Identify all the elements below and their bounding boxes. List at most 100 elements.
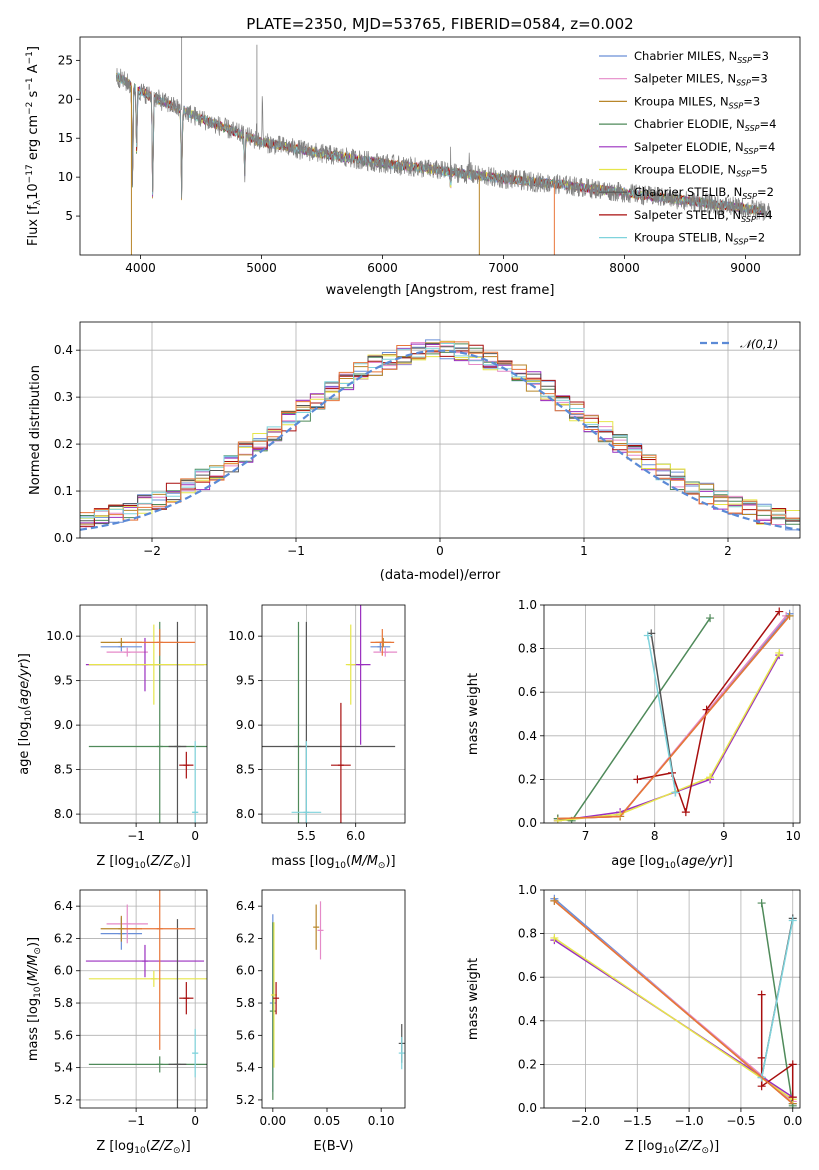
label-part: ] bbox=[26, 46, 41, 51]
y-tick-label: 0.6 bbox=[518, 685, 537, 699]
label-part: Z/Z bbox=[678, 1139, 702, 1154]
x-tick-label: 7 bbox=[582, 829, 590, 843]
y-tick-label: 5.8 bbox=[54, 996, 73, 1010]
x-axis-label: Z [log10(Z/Z⊙)] bbox=[625, 1139, 719, 1156]
weight-marker bbox=[706, 773, 715, 782]
label-part: 10 bbox=[663, 1146, 675, 1156]
label-part: age/yr bbox=[681, 854, 724, 869]
axes-weight-vs-Z: −2.0 −1.5 −1.0 −0.5 0.0 0.0 0.2 0.4 0.6 0.8 1.0 Z [… bbox=[466, 883, 802, 1156]
label-part: =4 bbox=[756, 208, 773, 222]
x-tick-label: 0.10 bbox=[368, 1114, 395, 1128]
y-axis-label: mass [log10(M/M⊙)] bbox=[26, 937, 43, 1061]
y-tick-label: 6.2 bbox=[54, 931, 73, 945]
x-tick-label: 0.05 bbox=[314, 1114, 341, 1128]
label-part: ( bbox=[146, 854, 151, 869]
axes-frame bbox=[261, 889, 406, 1109]
y-tick-label: 0.6 bbox=[518, 970, 537, 984]
y-tick-label: 5.2 bbox=[54, 1093, 73, 1107]
spectrum-title: PLATE=2350, MJD=53765, FIBERID=0584, z=0… bbox=[246, 15, 633, 33]
x-tick-label: 0.00 bbox=[259, 1114, 286, 1128]
weight-marker bbox=[757, 1082, 766, 1091]
y-tick-label: 10.0 bbox=[46, 629, 73, 643]
label-part: 10 bbox=[335, 861, 347, 871]
label-part: =3 bbox=[751, 72, 768, 86]
plot-area-residuals bbox=[80, 339, 800, 531]
x-axis-label: age [log10(age/yr)] bbox=[611, 854, 733, 871]
legend-label: Chabrier MILES, NSSP=3 bbox=[634, 49, 769, 65]
label-part: mass [log bbox=[271, 854, 334, 869]
label-part: erg cm bbox=[26, 115, 41, 164]
label-part: ( bbox=[674, 1139, 679, 1154]
y-tick-label: 0.4 bbox=[518, 1014, 537, 1028]
label-part: SSP bbox=[745, 124, 760, 133]
label-part: Salpeter MILES, N bbox=[634, 72, 736, 86]
label-part: =4 bbox=[760, 117, 777, 131]
weight-marker bbox=[550, 896, 559, 905]
plot-area-weight-vs-age bbox=[553, 607, 794, 823]
label-part: ( bbox=[26, 981, 41, 986]
label-part: )] bbox=[181, 854, 191, 869]
y-tick-label: 0.8 bbox=[518, 642, 537, 656]
weight-marker bbox=[671, 788, 680, 797]
x-tick-label: 0 bbox=[191, 1114, 199, 1128]
y-tick-label: 0.3 bbox=[54, 390, 73, 404]
legend-label: Kroupa STELIB, NSSP=2 bbox=[634, 231, 765, 247]
y-tick-label: 25 bbox=[58, 53, 73, 67]
y-tick-label: 6.0 bbox=[54, 964, 73, 978]
y-tick-label: 0.1 bbox=[54, 484, 73, 498]
y-tick-label: 5.4 bbox=[236, 1061, 255, 1075]
weight-marker bbox=[785, 611, 794, 620]
y-tick-label: 10.0 bbox=[228, 629, 255, 643]
y-tick-label: 6.2 bbox=[236, 931, 255, 945]
label-part: =4 bbox=[758, 140, 775, 154]
x-tick-label: −1 bbox=[127, 829, 145, 843]
label-part: E(B-V) bbox=[313, 1139, 353, 1154]
label-part: −1 bbox=[25, 51, 35, 64]
weight-series-line bbox=[647, 635, 677, 793]
x-tick-label: 6.0 bbox=[346, 829, 365, 843]
plot-area-age-vs-Z bbox=[85, 621, 207, 823]
legend-label: Chabrier STELIB, NSSP=2 bbox=[634, 185, 774, 201]
label-part: )] bbox=[17, 653, 32, 663]
weight-marker bbox=[681, 808, 690, 817]
x-tick-label: −1 bbox=[127, 1114, 145, 1128]
y-tick-label: 1.0 bbox=[518, 883, 537, 897]
label-part: 10 bbox=[664, 861, 676, 871]
label-part: SSP bbox=[737, 56, 752, 65]
legend-label: Kroupa ELODIE, NSSP=5 bbox=[634, 163, 768, 179]
plot-area-mass-vs-EBV bbox=[269, 901, 405, 1100]
axes-frame bbox=[79, 321, 801, 539]
axes-frame bbox=[543, 604, 801, 824]
weight-marker bbox=[788, 916, 797, 925]
label-part: Kroupa MILES, N bbox=[634, 94, 729, 108]
x-axis-label: Z [log10(Z/Z⊙)] bbox=[96, 854, 190, 871]
x-tick-label: 2 bbox=[724, 544, 732, 558]
y-tick-label: 0.2 bbox=[518, 1057, 537, 1071]
label-part: mass [log bbox=[26, 998, 41, 1061]
label-part: λ bbox=[33, 199, 43, 205]
label-part: )] bbox=[723, 854, 733, 869]
y-tick-label: 0.0 bbox=[54, 531, 73, 545]
y-tick-label: 10 bbox=[58, 170, 73, 184]
y-tick-label: 0.2 bbox=[518, 772, 537, 786]
x-tick-label: 8000 bbox=[609, 261, 640, 275]
x-tick-label: −0.5 bbox=[726, 1114, 755, 1128]
axes-frame bbox=[79, 36, 801, 256]
y-tick-label: 9.5 bbox=[54, 674, 73, 688]
label-part: Kroupa ELODIE, N bbox=[634, 163, 736, 177]
label-part: age [log bbox=[611, 854, 664, 869]
x-axis-label: mass [log10(M/M⊙)] bbox=[271, 854, 395, 871]
label-part: 10 bbox=[26, 183, 41, 200]
axes-frame bbox=[261, 604, 406, 824]
weight-marker bbox=[788, 1060, 797, 1069]
x-tick-label: 0 bbox=[436, 544, 444, 558]
label-part: SSP bbox=[736, 170, 751, 179]
y-tick-label: 0.4 bbox=[54, 343, 73, 357]
label-part: Chabrier ELODIE, N bbox=[634, 117, 745, 131]
label-part: ⊙ bbox=[701, 1146, 709, 1156]
weight-marker bbox=[775, 607, 784, 616]
y-tick-label: 5 bbox=[65, 209, 73, 223]
y-tick-label: 0.0 bbox=[518, 816, 537, 830]
